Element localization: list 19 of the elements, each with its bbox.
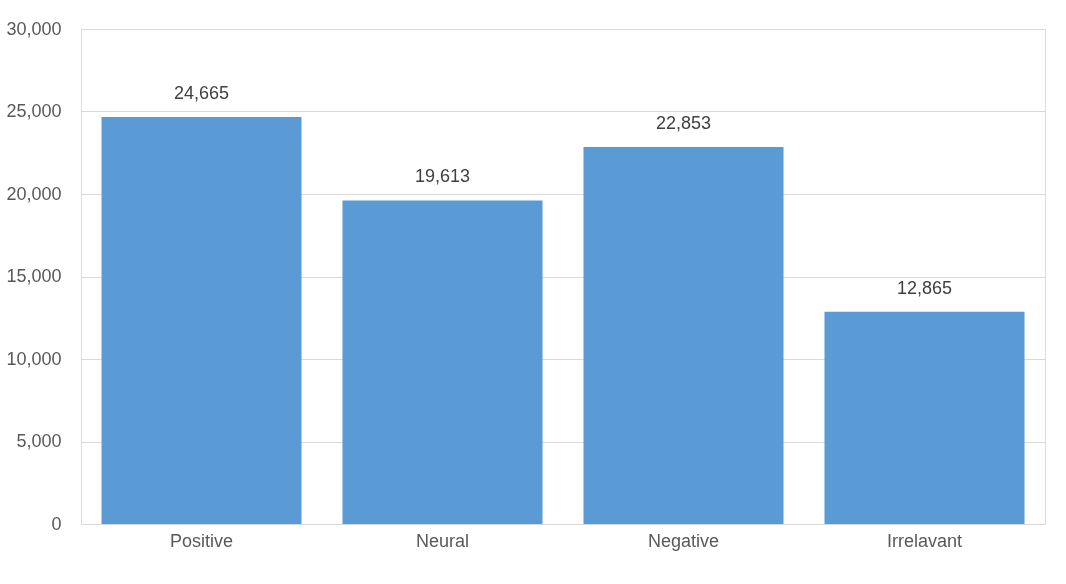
y-tick-label: 0: [51, 513, 62, 534]
y-tick-label: 10,000: [6, 348, 62, 369]
y-tick-label: 30,000: [6, 18, 62, 39]
bar: [101, 117, 302, 524]
y-tick-label: 25,000: [6, 101, 62, 121]
bar: [824, 311, 1025, 524]
y-tick-label: 20,000: [6, 183, 62, 204]
data-label: 12,865: [896, 277, 953, 298]
x-tick-label: Irrelavant: [886, 530, 963, 551]
bar: [342, 200, 543, 524]
x-tick-label: Neural: [415, 530, 470, 551]
x-tick-label: Positive: [169, 530, 234, 551]
x-tick-label: Negative: [647, 530, 720, 551]
y-tick-label: 5,000: [16, 431, 62, 451]
data-label: 22,853: [655, 112, 712, 133]
data-label: 24,665: [173, 83, 230, 104]
bar: [583, 146, 784, 524]
data-label: 19,613: [414, 166, 471, 187]
y-tick-label: 15,000: [6, 266, 62, 286]
